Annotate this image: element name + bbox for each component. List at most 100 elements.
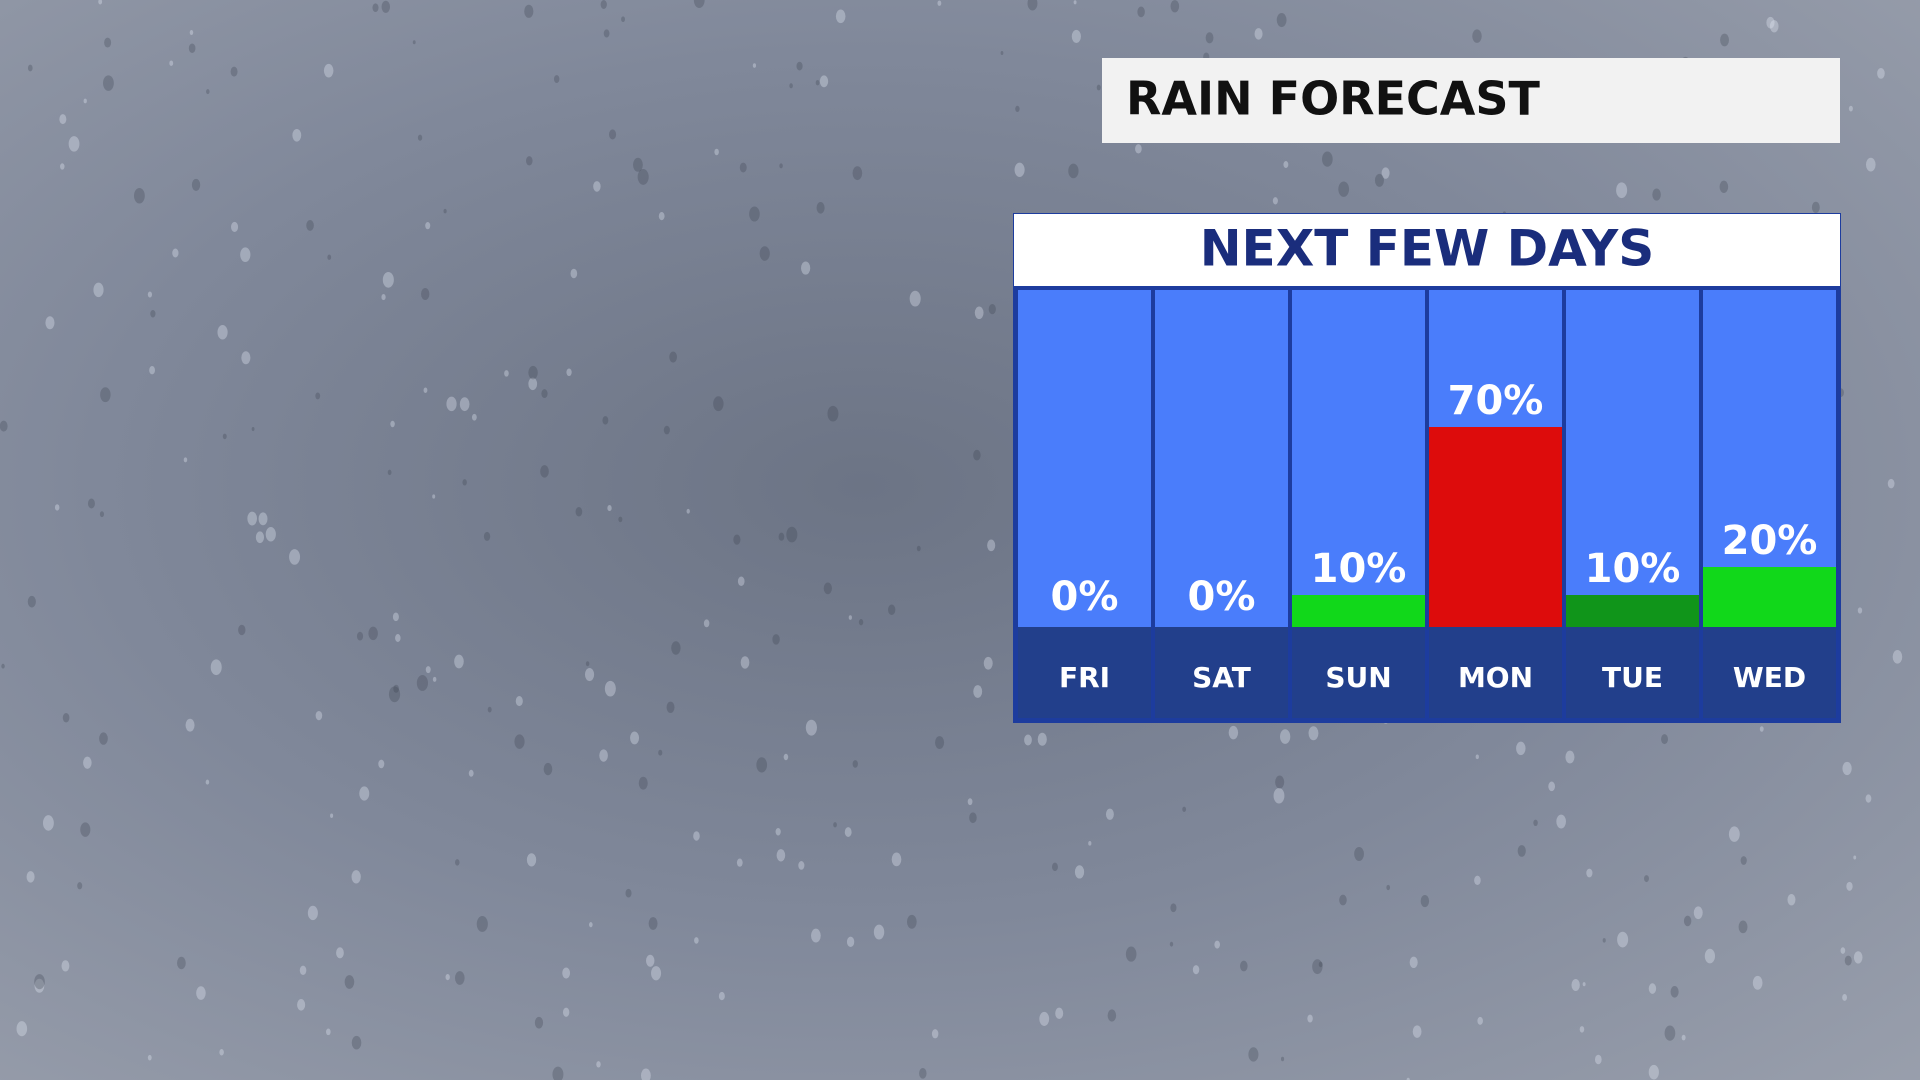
- raindrop: [1307, 1014, 1313, 1023]
- raindrop: [931, 1029, 939, 1039]
- raindrop: [1338, 181, 1350, 197]
- raindrop: [251, 427, 255, 432]
- raindrop: [104, 37, 112, 48]
- raindrop: [454, 971, 465, 985]
- x-tick-label: WED: [1733, 661, 1806, 694]
- raindrop: [487, 706, 492, 713]
- raindrop: [416, 674, 428, 691]
- raindrop: [844, 827, 852, 837]
- raindrop: [60, 163, 65, 170]
- raindrop: [600, 0, 607, 9]
- raindrop: [1051, 862, 1058, 872]
- raindrop: [846, 936, 855, 948]
- raindrop: [588, 922, 593, 928]
- raindrop: [147, 1054, 152, 1061]
- raindrop: [368, 626, 378, 641]
- raindrop: [625, 888, 632, 898]
- raindrop: [1681, 1034, 1686, 1041]
- raindrop: [150, 309, 156, 318]
- raindrop: [599, 749, 608, 762]
- raindrop: [693, 831, 700, 841]
- raindrop: [528, 365, 538, 380]
- raindrop: [693, 0, 705, 8]
- raindrop: [1787, 893, 1796, 906]
- raindrop: [1014, 162, 1025, 178]
- raindrop: [1412, 1025, 1422, 1038]
- raindrop: [969, 812, 977, 824]
- raindrop: [593, 181, 601, 192]
- raindrop: [1840, 947, 1846, 954]
- raindrop: [823, 582, 832, 595]
- raindrop: [694, 937, 699, 944]
- raindrop: [307, 905, 318, 921]
- raindrop: [98, 0, 103, 5]
- value-label: 20%: [1722, 518, 1818, 564]
- raindrop: [351, 1035, 362, 1050]
- raindrop: [351, 870, 361, 884]
- raindrop: [42, 815, 54, 831]
- raindrop: [83, 756, 92, 769]
- raindrop: [638, 776, 648, 790]
- raindrop: [1073, 0, 1077, 5]
- raindrop: [1205, 32, 1214, 44]
- raindrop: [526, 156, 533, 166]
- raindrop: [382, 271, 394, 288]
- raindrop: [1312, 959, 1323, 975]
- chart-header: [1014, 214, 1840, 286]
- raindrop: [395, 634, 401, 642]
- bar: [1566, 595, 1699, 627]
- raindrop: [801, 261, 811, 275]
- raindrop: [1354, 846, 1364, 862]
- raindrop: [432, 676, 437, 682]
- raindrop: [988, 304, 996, 315]
- raindrop: [562, 967, 571, 979]
- raindrop: [421, 287, 430, 300]
- raindrop: [651, 966, 662, 981]
- raindrop: [1125, 946, 1137, 962]
- raindrop: [54, 504, 60, 511]
- raindrop: [1844, 955, 1852, 966]
- raindrop: [1644, 875, 1649, 883]
- raindrop: [1273, 787, 1285, 804]
- value-label: 70%: [1448, 378, 1544, 424]
- raindrop: [909, 290, 921, 307]
- raindrop: [1, 663, 5, 669]
- raindrop: [425, 666, 431, 674]
- raindrop: [177, 956, 186, 970]
- raindrop: [504, 370, 509, 377]
- raindrop: [1516, 741, 1526, 756]
- raindrop: [935, 736, 945, 749]
- raindrop: [26, 871, 35, 883]
- raindrop: [1228, 725, 1239, 740]
- raindrop: [1720, 33, 1729, 47]
- raindrop: [1759, 726, 1764, 732]
- raindrop: [183, 457, 188, 463]
- raindrop: [789, 83, 793, 89]
- raindrop: [59, 114, 67, 125]
- raindrop: [1582, 982, 1586, 987]
- raindrop: [1594, 1054, 1602, 1065]
- raindrop: [241, 351, 251, 365]
- raindrop: [852, 760, 858, 768]
- raindrop: [169, 60, 174, 66]
- bar: [1703, 567, 1836, 627]
- raindrop: [468, 769, 474, 777]
- raindrop: [543, 762, 553, 776]
- raindrop: [1254, 28, 1263, 40]
- raindrop: [1517, 845, 1526, 857]
- raindrop: [356, 631, 364, 641]
- raindrop: [528, 377, 538, 391]
- x-tick-label: TUE: [1602, 661, 1663, 694]
- raindrop: [16, 1021, 28, 1037]
- raindrop: [1472, 29, 1482, 43]
- raindrop: [289, 549, 301, 565]
- raindrop: [967, 798, 973, 806]
- raindrop: [1322, 151, 1333, 167]
- raindrop: [1071, 29, 1081, 43]
- raindrop: [1616, 182, 1628, 199]
- raindrop: [93, 282, 104, 298]
- day-cell: [1018, 627, 1151, 718]
- raindrop: [1766, 16, 1775, 29]
- raindrop: [390, 420, 395, 428]
